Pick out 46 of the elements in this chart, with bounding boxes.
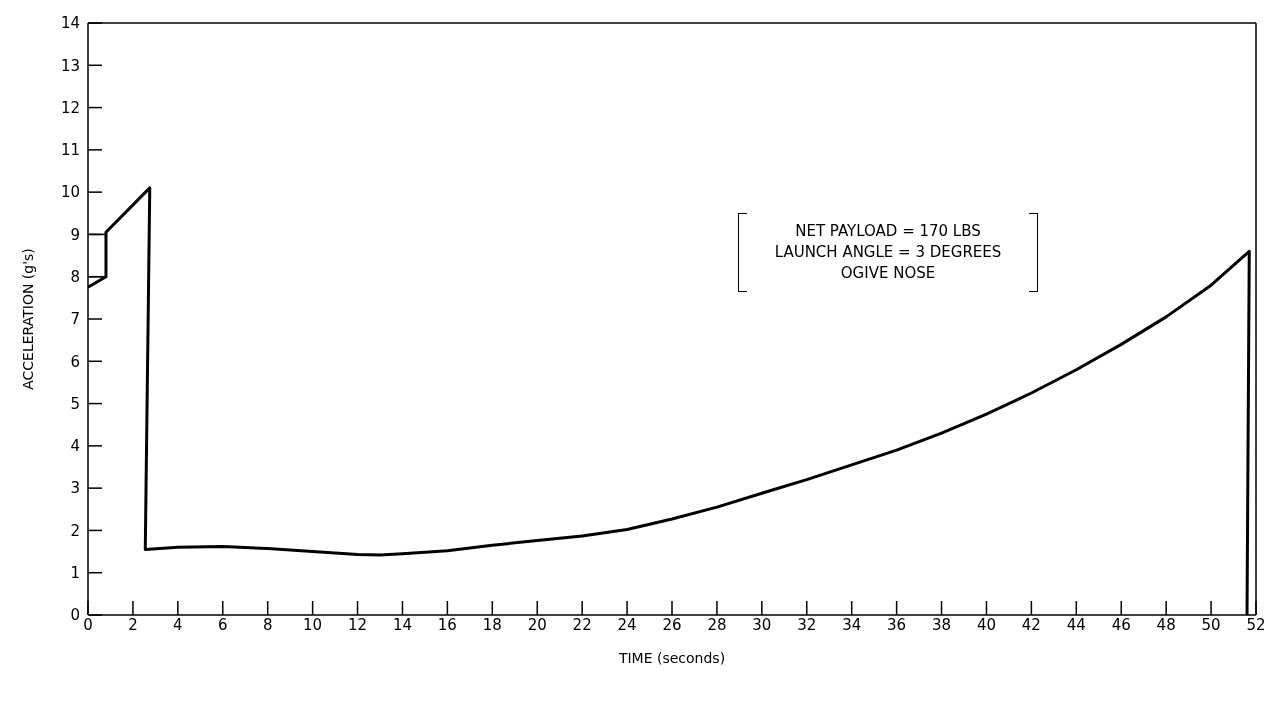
y-tick-label: 9 [70, 225, 80, 244]
y-axis-title: ACCELERATION (g's) [19, 248, 36, 390]
x-tick-label: 44 [1066, 615, 1086, 634]
x-tick-label: 24 [617, 615, 637, 634]
x-tick-label: 20 [527, 615, 547, 634]
x-tick-label: 28 [707, 615, 727, 634]
x-tick-label: 30 [752, 615, 772, 634]
x-tick-label: 26 [662, 615, 682, 634]
x-tick-label: 52 [1246, 615, 1266, 634]
y-tick-label: 5 [70, 394, 80, 413]
y-tick-label: 10 [60, 183, 80, 202]
x-tick-label: 0 [83, 615, 93, 634]
y-tick-label: 14 [60, 14, 80, 33]
x-tick-label: 40 [976, 615, 997, 634]
x-tick-label: 38 [931, 615, 952, 634]
x-tick-label: 48 [1156, 615, 1176, 634]
y-tick-label: 3 [70, 479, 80, 498]
y-tick-label: 2 [70, 521, 80, 540]
annotation: OGIVE NOSE [839, 263, 937, 284]
y-tick-label: 11 [60, 141, 80, 160]
y-tick-label: 13 [60, 56, 80, 75]
y-tick-label: 8 [70, 268, 80, 287]
x-axis-title: TIME (seconds) [617, 650, 726, 666]
x-tick-label: 46 [1111, 615, 1131, 634]
x-tick-label: 2 [128, 615, 138, 634]
x-tick-label: 34 [842, 615, 862, 634]
x-tick-label: 16 [437, 615, 457, 634]
x-tick-label: 4 [173, 615, 183, 634]
x-tick-label: 32 [797, 615, 817, 634]
x-tick-label: 8 [262, 615, 273, 634]
annotation: LAUNCH ANGLE = 3 DEGREES [773, 242, 1003, 263]
x-tick-label: 36 [887, 615, 907, 634]
x-tick-label: 18 [482, 615, 502, 634]
x-tick-label: 14 [392, 615, 413, 634]
y-tick-label: 12 [60, 98, 80, 117]
x-tick-label: 22 [572, 615, 592, 634]
y-tick-label: 6 [70, 352, 80, 371]
y-tick-label: 1 [70, 564, 80, 583]
x-tick-label: 10 [303, 615, 323, 634]
x-tick-label: 12 [347, 615, 368, 634]
x-tick-label: 42 [1021, 615, 1041, 634]
y-tick-label: 7 [70, 310, 80, 329]
annotation: NET PAYLOAD = 170 LBS [794, 221, 982, 242]
x-tick-label: 6 [218, 615, 228, 634]
y-tick-label: 4 [70, 437, 80, 456]
x-tick-label: 50 [1201, 615, 1221, 634]
